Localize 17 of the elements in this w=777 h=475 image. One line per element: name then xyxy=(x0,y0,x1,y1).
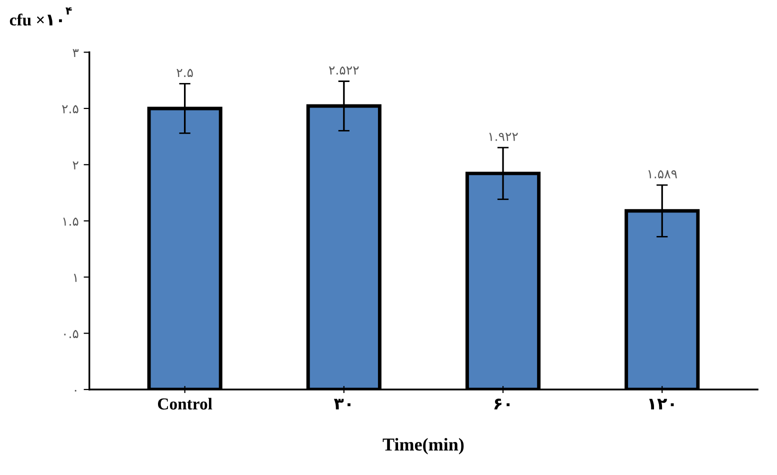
data-label: ۱.۹۲۲ xyxy=(489,132,518,141)
data-label: ۱.۵۸۹ xyxy=(648,170,677,178)
data-label: ۲.۵ xyxy=(176,68,193,78)
y-tick-label: ۰ xyxy=(74,390,76,392)
x-tick-label: ۶۰ xyxy=(494,398,510,410)
x-tick-label: ۱۲۰ xyxy=(649,398,674,410)
x-tick-label: Control xyxy=(158,398,212,410)
x-axis-title: Time(min) xyxy=(382,438,464,454)
y-tick-label: ۲.۵ xyxy=(62,105,78,114)
x-tick-label: ۳۰ xyxy=(334,398,350,410)
y-axis-title: cfu ×۱۰۴ xyxy=(10,7,72,26)
y-tick-label: ۲ xyxy=(72,161,78,170)
y-tick-label: ۰.۵ xyxy=(64,330,78,338)
y-tick-label: ۱ xyxy=(74,274,76,282)
y-tick-label: ۱.۵ xyxy=(63,218,78,226)
y-tick-label: ۳ xyxy=(72,49,79,57)
data-label: ۲.۵۲۲ xyxy=(329,66,359,75)
